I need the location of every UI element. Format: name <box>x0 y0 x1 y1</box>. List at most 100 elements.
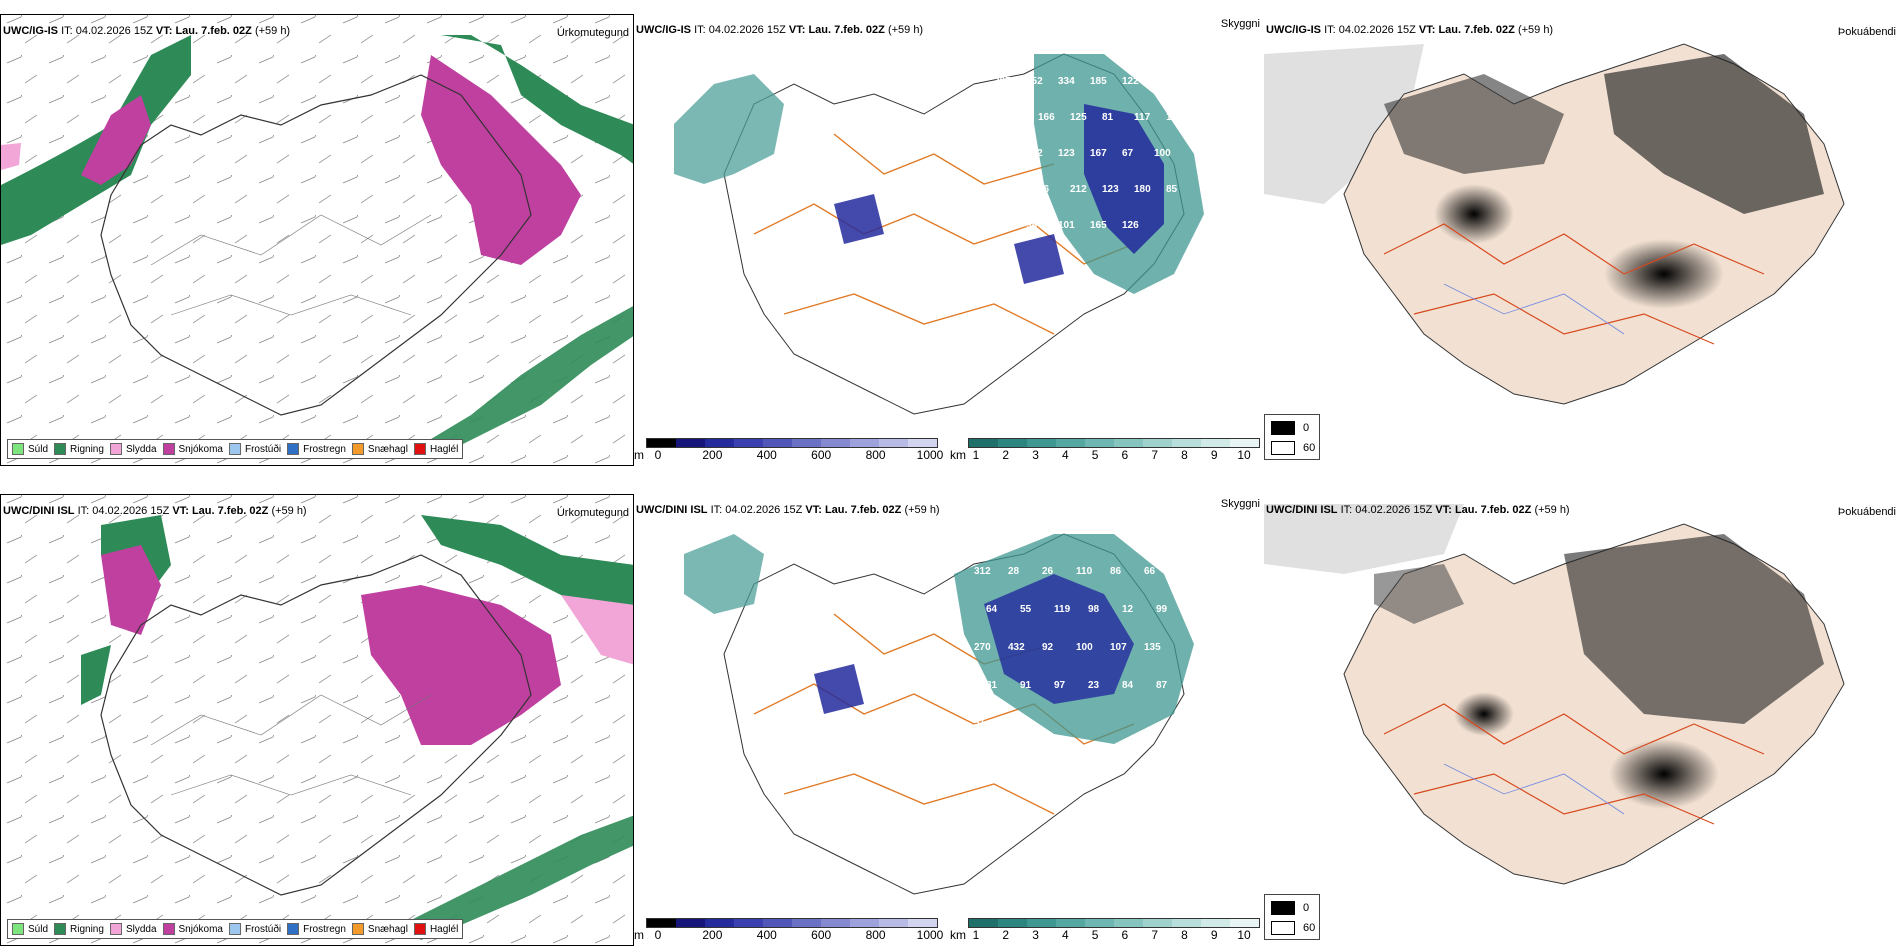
colorbar-tick-label: 1 <box>972 928 980 942</box>
snow-area <box>101 545 161 635</box>
ceiling-value-label: 51 <box>974 718 986 729</box>
colorbar-tick-label: 10 <box>1237 448 1251 462</box>
legend-swatch <box>54 923 67 935</box>
colorbar-tick-label: 2 <box>1002 928 1010 942</box>
panel-label: Þokuábendi <box>1837 26 1896 38</box>
ceiling-value-label: 122 <box>1122 76 1139 87</box>
fog-field-offshore <box>1264 44 1424 204</box>
legend-swatch <box>351 923 364 935</box>
visibility-panel-igis: 367 352 334 185 122 210 76 166 125 81 117 110 82 102 1… <box>634 14 1264 466</box>
legend-label: Haglél <box>429 443 459 455</box>
low-ceiling-area-south <box>1014 234 1064 284</box>
colorbar-swatch <box>969 919 998 927</box>
colorbar-swatch <box>676 919 705 927</box>
ceiling-value-labels: 367 352 334 185 122 210 76 166 125 81 117 110 82 102 1… <box>994 76 1183 231</box>
legend-label: Slydda <box>125 923 157 935</box>
ceiling-bar-swatches <box>646 918 938 928</box>
snow-area-east <box>421 55 581 265</box>
ceiling-value-label: 66 <box>1038 184 1050 195</box>
legend-item-rain: Rigning <box>54 443 104 455</box>
panel-title: UWC/IG-IS IT: 04.02.2026 15Z VT: Lau. 7.… <box>636 24 923 36</box>
visibility-unit: km <box>950 448 966 462</box>
colorbar-swatch <box>1027 919 1056 927</box>
ceiling-value-labels: 312 28 26 110 86 66 64 55 119 98 12 99 270 432 92 100 10… <box>974 566 1168 729</box>
ceiling-colorbar: m 0 200 400 600 800 1000 <box>634 438 944 464</box>
rain-area-south <box>421 306 633 455</box>
legend-label: Rigning <box>70 443 104 455</box>
ceiling-value-label: 135 <box>1144 642 1161 653</box>
colorbar-tick-label: 400 <box>756 928 777 942</box>
ceiling-value-label: 167 <box>1090 148 1107 159</box>
ceiling-value-label: 119 <box>1054 604 1071 615</box>
legend-swatch <box>12 923 24 935</box>
colorbar-tick-label: 8 <box>1181 448 1188 462</box>
ceiling-value-label: 76 <box>1006 184 1018 195</box>
colorbar-swatch <box>1143 919 1172 927</box>
colorbar-swatch <box>1201 919 1230 927</box>
lead-time: (+59 h) <box>1517 24 1554 36</box>
colorbar-swatch <box>647 919 676 927</box>
legend-swatch <box>1271 421 1295 435</box>
legend-item-rain: Rigning <box>54 923 104 935</box>
colorbar-tick-label: 800 <box>865 448 886 462</box>
sleet-area <box>1 143 21 170</box>
fog-map-igis <box>1264 43 1845 405</box>
ceiling-value-label: 26 <box>1042 566 1054 577</box>
it-label: IT: <box>694 24 706 36</box>
vt-value: Lau. 7.feb. 02Z <box>1438 24 1515 36</box>
fog-dark-north <box>1374 564 1464 624</box>
colorbar-swatch <box>734 439 763 447</box>
model-name: UWC/DINI ISL <box>636 504 708 516</box>
ceiling-value-label: 55 <box>1020 604 1032 615</box>
panel-title: UWC/DINI ISL IT: 04.02.2026 15Z VT: Lau.… <box>1266 504 1570 516</box>
fog-legend-light: 60 <box>1271 921 1315 935</box>
legend-label: Haglél <box>429 923 459 935</box>
it-value: 04.02.2026 15Z <box>92 505 170 517</box>
fog-legend-dark: 0 <box>1271 421 1309 435</box>
precip-map-dini <box>1 495 633 945</box>
fog-blob <box>1434 184 1514 244</box>
roads <box>1383 703 1765 825</box>
ceiling-value-label: 101 <box>1058 220 1075 231</box>
colorbar-swatch <box>763 439 792 447</box>
iceland-outline <box>100 554 532 896</box>
legend-label: 60 <box>1303 922 1316 934</box>
fog-dark-east <box>1604 54 1824 214</box>
legend-item-freezing-rain: Frostregn <box>287 443 346 455</box>
colorbar-tick-label: 3 <box>1032 928 1039 942</box>
ceiling-value-label: 367 <box>994 76 1011 87</box>
vt-value: Lau. 7.feb. 02Z <box>1454 504 1532 516</box>
vt-value: Lau. 7.feb. 02Z <box>175 25 252 37</box>
it-value: 04.02.2026 15Z <box>1338 24 1416 36</box>
ceiling-value-label: 210 <box>1154 76 1171 87</box>
colorbar-tick-label: 7 <box>1151 928 1158 942</box>
low-ceiling-area-east <box>984 574 1134 704</box>
legend-item-hail: Haglél <box>413 443 459 455</box>
colorbar-tick-label: 10 <box>1237 928 1251 942</box>
visibility-colorbar: km 1 2 3 4 5 6 7 8 9 10 <box>950 438 1264 464</box>
ceiling-value-label: 123 <box>1058 148 1075 159</box>
visibility-panel-dini: 312 28 26 110 86 66 64 55 119 98 12 99 270 432 92 100 10… <box>634 494 1264 946</box>
legend-label: Frostúði <box>244 443 282 455</box>
colorbar-swatch <box>792 439 821 447</box>
colorbar-tick-label: 6 <box>1121 448 1129 462</box>
colorbar-tick-label: 1000 <box>916 928 944 942</box>
vt-label: VT: <box>1418 24 1436 36</box>
precip-type-legend: Súld Rigning Slydda Snjókoma Frostúði Fr… <box>7 439 464 459</box>
legend-label: 0 <box>1303 422 1310 434</box>
ceiling-value-label: 85 <box>1166 184 1178 195</box>
colorbar-tick-label: 600 <box>811 928 832 942</box>
ceiling-value-label: 64 <box>986 604 998 615</box>
colorbar-tick-label: 8 <box>1181 928 1188 942</box>
ceiling-value-label: 123 <box>1102 184 1119 195</box>
it-label: IT: <box>1340 504 1353 516</box>
ceiling-colorbar: m 0 200 400 600 800 1000 <box>634 918 944 944</box>
ceiling-value-label: 84 <box>1122 680 1134 691</box>
lead-time: (+59 h) <box>1534 504 1570 516</box>
legend-swatch <box>12 443 24 455</box>
colorbar-swatch <box>676 439 705 447</box>
legend-item-freezing-rain: Frostregn <box>287 923 346 935</box>
legend-item-drizzle: Súld <box>12 443 48 455</box>
vt-value: Lau. 7.feb. 02Z <box>824 504 902 516</box>
panel-title: UWC/DINI ISL IT: 04.02.2026 15Z VT: Lau.… <box>3 505 307 517</box>
